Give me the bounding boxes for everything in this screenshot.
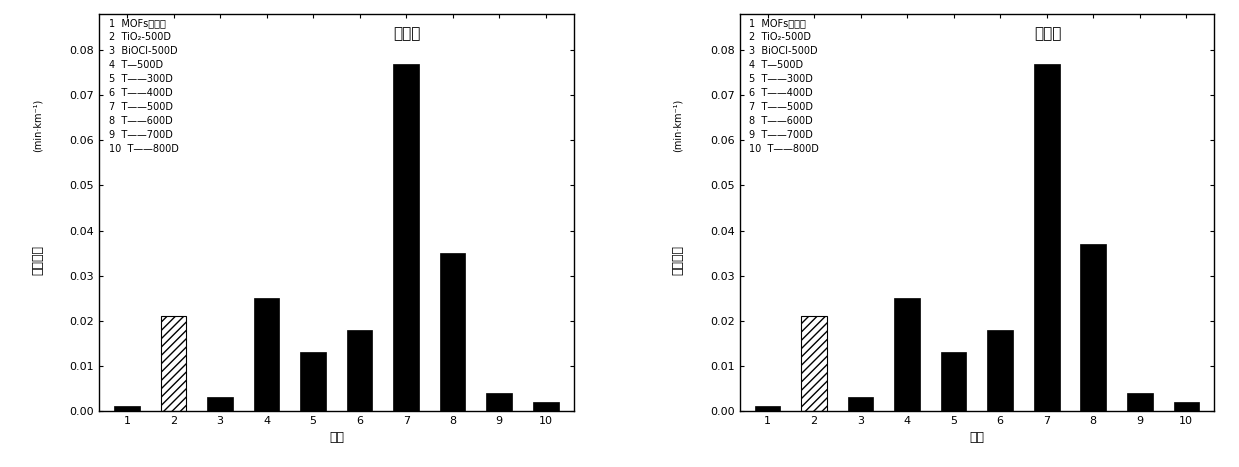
- Text: 反应速率: 反应速率: [672, 245, 684, 275]
- Bar: [347, 330, 373, 411]
- Text: (min·km⁻¹): (min·km⁻¹): [32, 99, 42, 152]
- Bar: [802, 316, 826, 411]
- Bar: [533, 402, 559, 411]
- Text: (min·km⁻¹): (min·km⁻¹): [673, 99, 683, 152]
- Text: 1  MOFs碳材料
2  TiO₂-500D
3  BiOCl-500D
4  T—500D
5  T——300D
6  T——400D
7  T——500D: 1 MOFs碳材料 2 TiO₂-500D 3 BiOCl-500D 4 T—5…: [109, 18, 178, 154]
- X-axis label: 样品: 样品: [328, 432, 344, 445]
- Bar: [207, 397, 233, 411]
- Bar: [300, 352, 326, 411]
- Text: 太阳光: 太阳光: [393, 26, 421, 41]
- Bar: [1127, 393, 1152, 411]
- Bar: [440, 253, 466, 411]
- Bar: [847, 397, 873, 411]
- Bar: [940, 352, 966, 411]
- Bar: [1173, 402, 1199, 411]
- X-axis label: 样品: 样品: [969, 432, 985, 445]
- Bar: [1080, 244, 1106, 411]
- Text: 1  MOFs碳材料
2  TiO₂-500D
3  BiOCl-500D
4  T—500D
5  T——300D
6  T——400D
7  T——500D: 1 MOFs碳材料 2 TiO₂-500D 3 BiOCl-500D 4 T—5…: [750, 18, 819, 154]
- Bar: [114, 406, 140, 411]
- Bar: [755, 406, 781, 411]
- Bar: [161, 316, 186, 411]
- Bar: [895, 298, 921, 411]
- Bar: [987, 330, 1014, 411]
- Bar: [1035, 64, 1059, 411]
- Bar: [393, 64, 419, 411]
- Text: 反应速率: 反应速率: [31, 245, 43, 275]
- Text: 可见光: 可见光: [1033, 26, 1062, 41]
- Bar: [487, 393, 512, 411]
- Bar: [254, 298, 279, 411]
